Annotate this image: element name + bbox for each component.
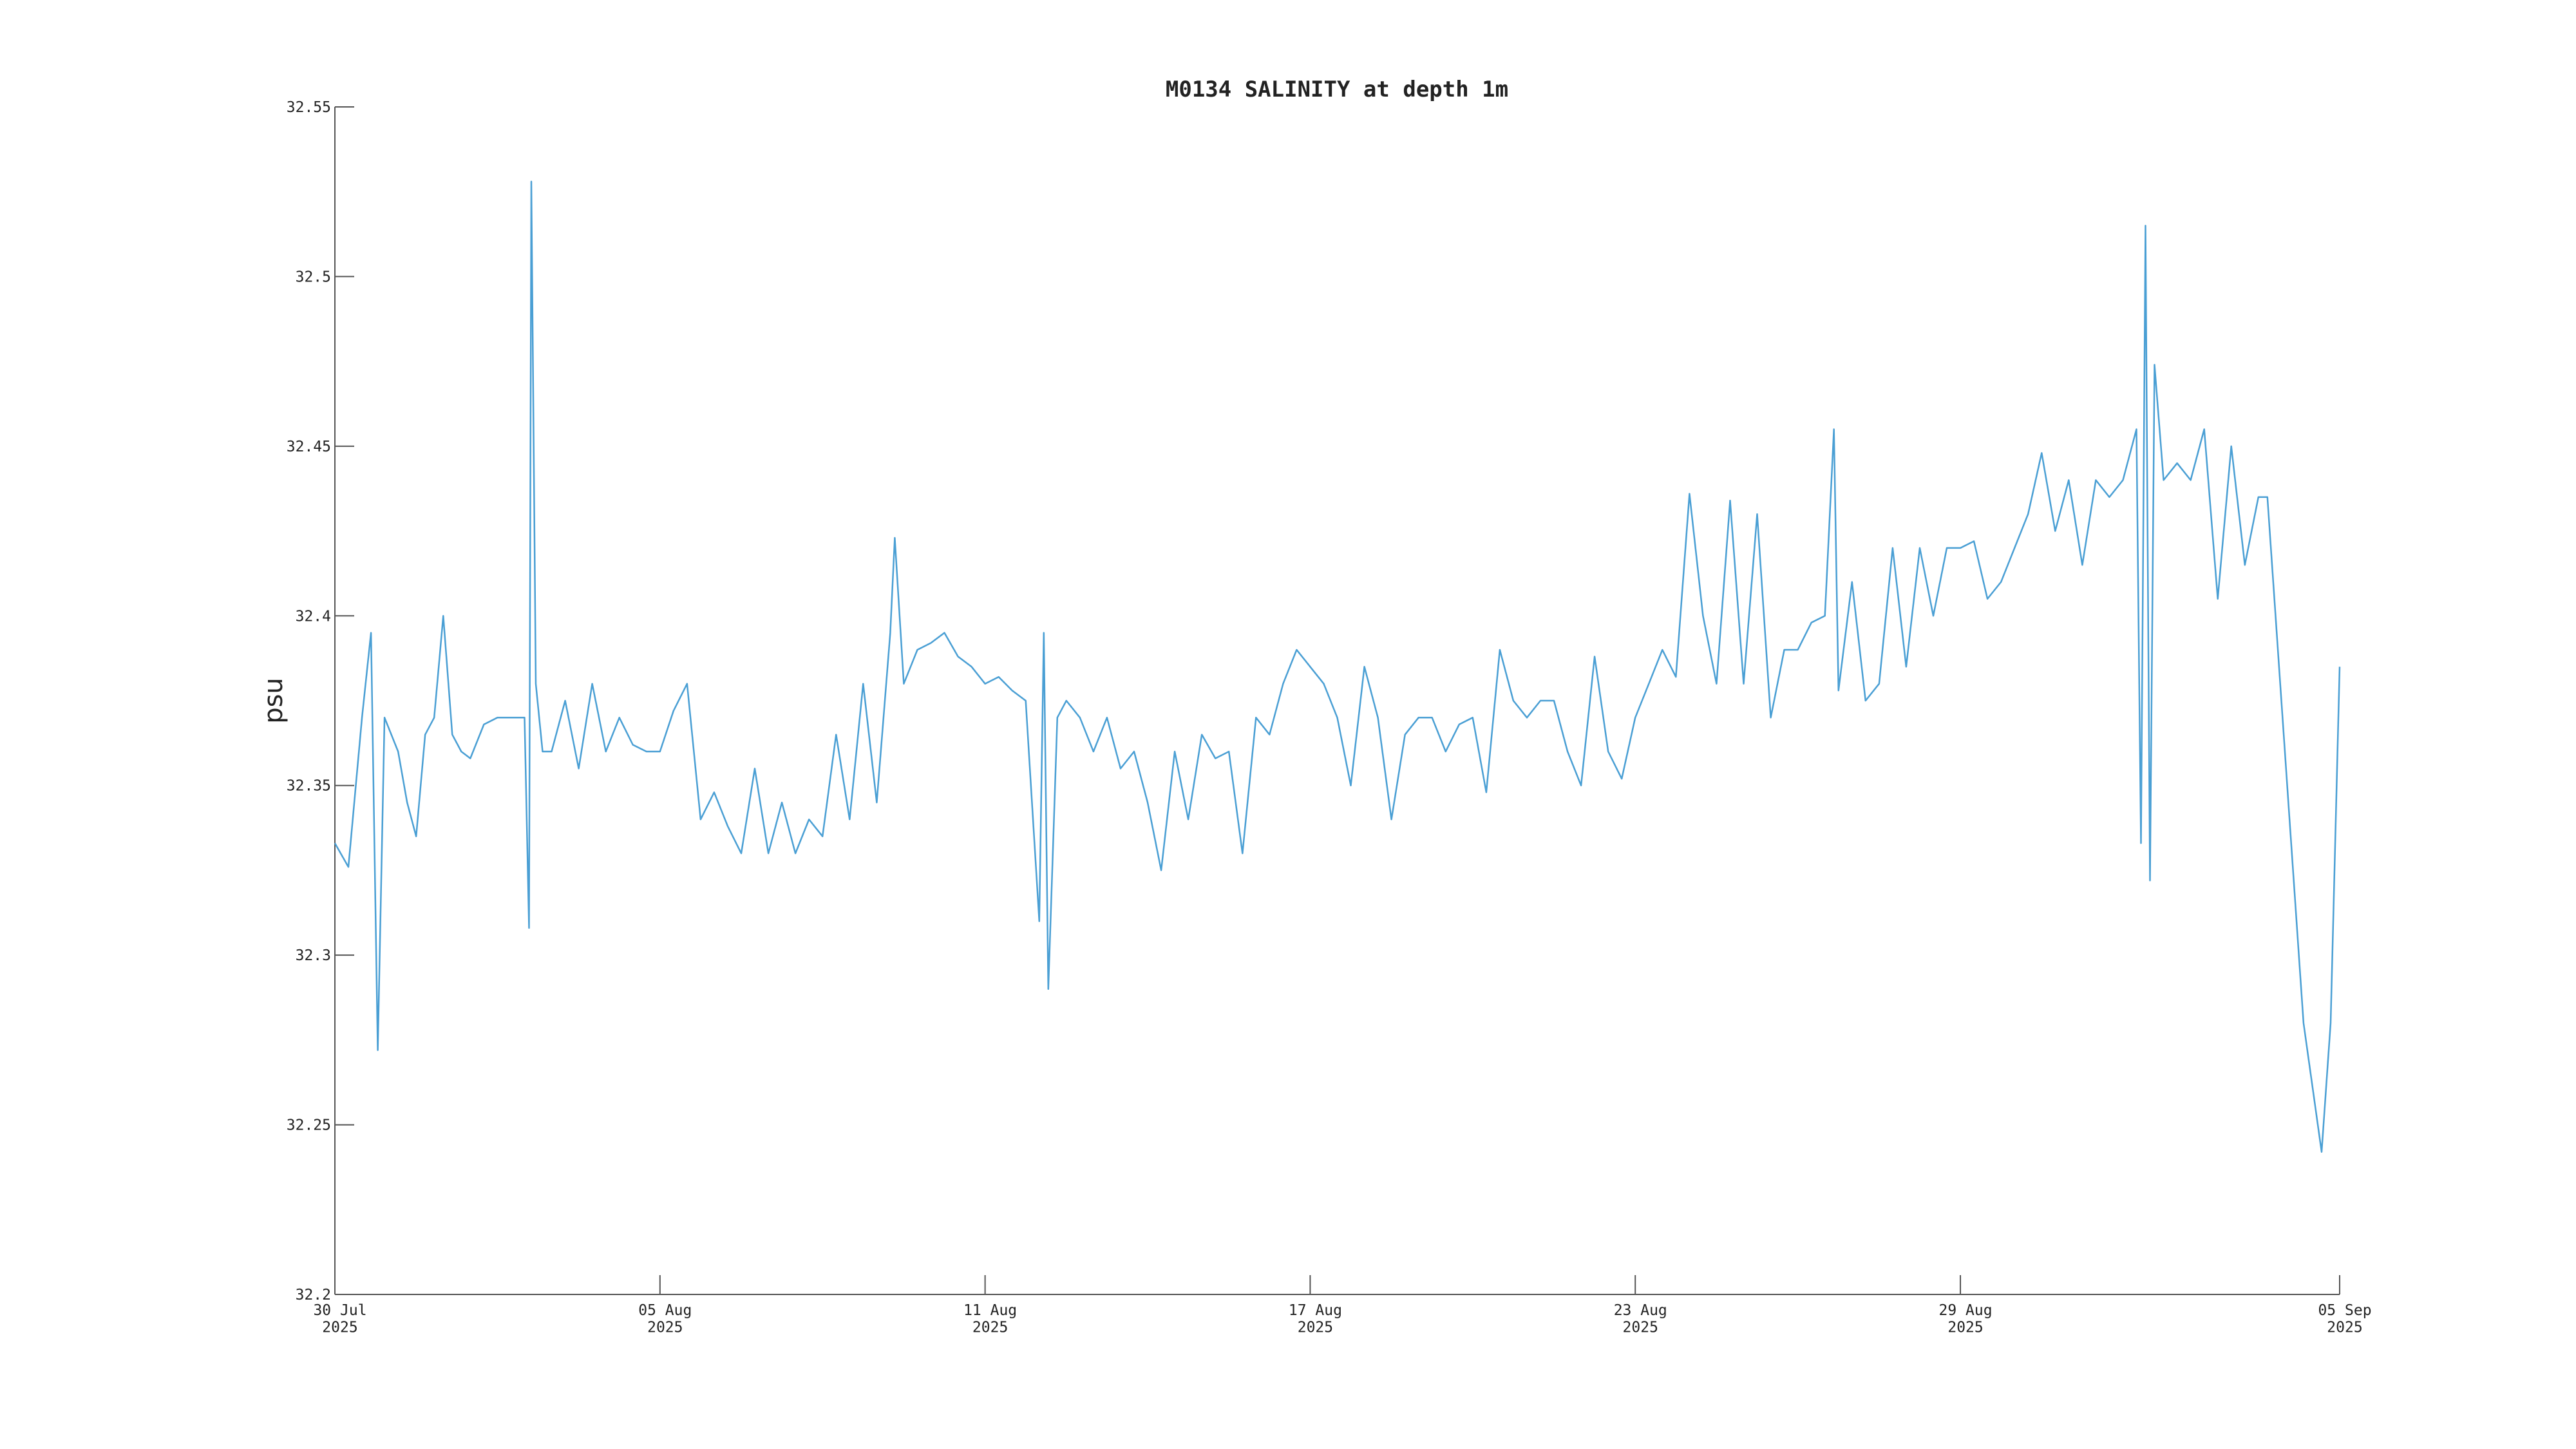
- x-tick-label: 30 Jul 2025: [313, 1302, 366, 1336]
- y-tick-label: 32.3: [296, 947, 331, 964]
- y-tick-label: 32.5: [296, 269, 331, 285]
- x-tick-label: 05 Aug 2025: [638, 1302, 692, 1336]
- y-tick-label: 32.45: [287, 439, 331, 455]
- y-axis-label: psu: [259, 677, 289, 724]
- x-tick-label: 23 Aug 2025: [1614, 1302, 1667, 1336]
- y-tick-label: 32.25: [287, 1117, 331, 1134]
- y-tick-label: 32.2: [296, 1287, 331, 1303]
- x-tick-label: 17 Aug 2025: [1289, 1302, 1342, 1336]
- x-tick-label: 11 Aug 2025: [963, 1302, 1017, 1336]
- y-tick-label: 32.35: [287, 778, 331, 795]
- y-tick-label: 32.55: [287, 99, 331, 116]
- y-tick-label: 32.4: [296, 608, 331, 625]
- x-tick-label: 05 Sep 2025: [2318, 1302, 2371, 1336]
- x-tick-label: 29 Aug 2025: [1939, 1302, 1993, 1336]
- chart-title: M0134 SALINITY at depth 1m: [1166, 77, 1508, 102]
- data-line: [334, 180, 2341, 1153]
